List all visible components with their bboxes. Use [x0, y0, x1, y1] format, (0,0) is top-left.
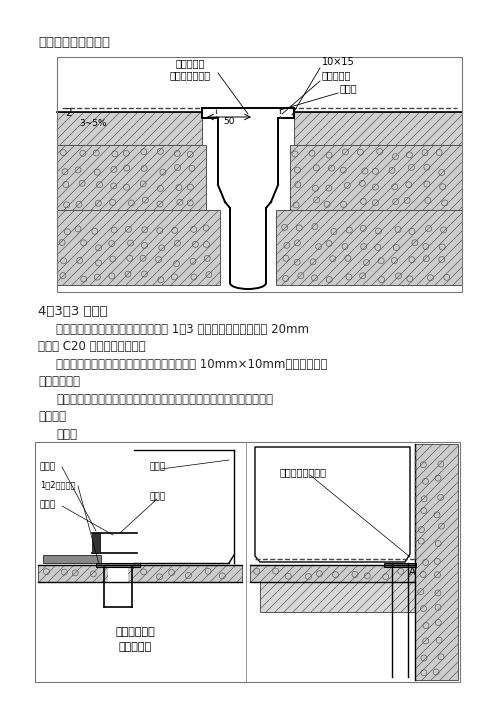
- Text: 如图：: 如图：: [56, 428, 77, 441]
- Text: 防水层: 防水层: [340, 83, 357, 93]
- Text: 与管口连接: 与管口连接: [118, 642, 152, 652]
- Polygon shape: [57, 112, 202, 145]
- Text: 如图：地漏防水构造: 如图：地漏防水构造: [38, 36, 110, 49]
- Text: 做至管顶部。: 做至管顶部。: [38, 375, 80, 388]
- Polygon shape: [57, 210, 220, 285]
- Polygon shape: [276, 210, 462, 285]
- Text: 4．3．3 坐便器: 4．3．3 坐便器: [38, 305, 108, 318]
- Text: 大便器尾部进水处与管接口用密封材料及水泥砂浆封严，外做涂膜防水: 大便器尾部进水处与管接口用密封材料及水泥砂浆封严，外做涂膜防水: [56, 393, 273, 406]
- Text: 立管接口处四周用密封材料交圈封严，尺寸为 10mm×10mm，上面防水层: 立管接口处四周用密封材料交圈封严，尺寸为 10mm×10mm，上面防水层: [56, 358, 328, 371]
- Bar: [96, 563, 140, 567]
- Polygon shape: [57, 145, 206, 210]
- Text: 时宜用 C20 细石混凝土堪严。: 时宜用 C20 细石混凝土堪严。: [38, 340, 146, 353]
- Text: 外做涂膜防水保护: 外做涂膜防水保护: [280, 467, 327, 477]
- Text: 保护层。: 保护层。: [38, 410, 66, 423]
- Polygon shape: [250, 565, 415, 582]
- Text: 密封膏: 密封膏: [149, 492, 165, 501]
- Text: 建筑密封膏堪严: 建筑密封膏堪严: [170, 70, 210, 80]
- Bar: [35, 442, 460, 682]
- Polygon shape: [255, 447, 410, 562]
- Text: 冲洗管: 冲洗管: [40, 462, 56, 471]
- Text: 大便器立管定位后，楼板四周缝隙用 1：3 水泥砂浆堪严，缝大于 20mm: 大便器立管定位后，楼板四周缝隙用 1：3 水泥砂浆堪严，缝大于 20mm: [56, 323, 309, 336]
- Bar: [384, 563, 416, 567]
- Text: 油麥丝: 油麥丝: [40, 500, 56, 509]
- Text: 2: 2: [65, 108, 71, 118]
- Text: 立管接缝用: 立管接缝用: [176, 58, 204, 68]
- Text: 3~5%: 3~5%: [79, 119, 106, 128]
- Bar: [43, 555, 101, 563]
- Text: 建筑密封膏: 建筑密封膏: [322, 70, 352, 80]
- Bar: [108, 568, 128, 606]
- Bar: [92, 533, 100, 553]
- Polygon shape: [219, 118, 277, 283]
- Text: 1：2水泥砂浆: 1：2水泥砂浆: [40, 480, 76, 489]
- Polygon shape: [415, 444, 458, 680]
- Polygon shape: [290, 145, 462, 210]
- Text: 大便器: 大便器: [149, 462, 165, 471]
- Polygon shape: [294, 112, 462, 145]
- Text: 大便器进水管: 大便器进水管: [115, 627, 155, 637]
- Text: A: A: [409, 567, 416, 577]
- Polygon shape: [203, 108, 293, 185]
- Text: 10×15: 10×15: [322, 57, 355, 67]
- Bar: [57, 57, 462, 292]
- Polygon shape: [260, 582, 415, 612]
- Polygon shape: [38, 565, 242, 582]
- Text: 50: 50: [223, 117, 235, 126]
